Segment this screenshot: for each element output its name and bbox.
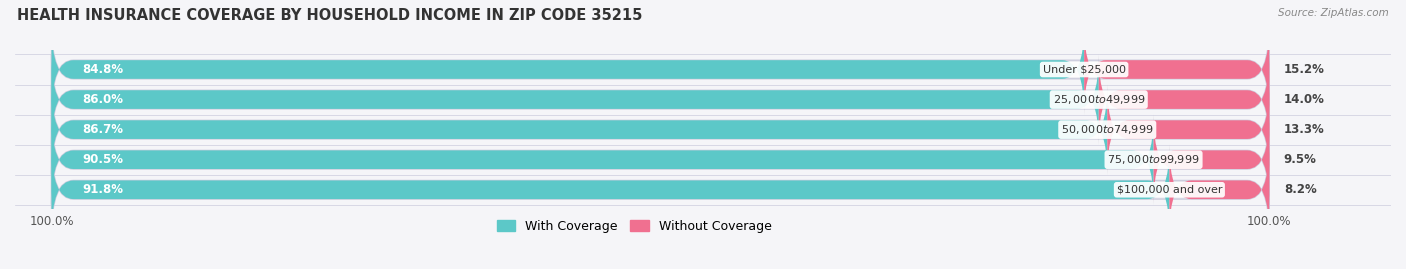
Text: $25,000 to $49,999: $25,000 to $49,999 bbox=[1053, 93, 1144, 106]
Text: 8.2%: 8.2% bbox=[1284, 183, 1316, 196]
Text: 86.0%: 86.0% bbox=[82, 93, 122, 106]
Text: Under $25,000: Under $25,000 bbox=[1043, 65, 1126, 75]
Text: HEALTH INSURANCE COVERAGE BY HOUSEHOLD INCOME IN ZIP CODE 35215: HEALTH INSURANCE COVERAGE BY HOUSEHOLD I… bbox=[17, 8, 643, 23]
FancyBboxPatch shape bbox=[52, 115, 1153, 204]
FancyBboxPatch shape bbox=[1098, 55, 1270, 144]
FancyBboxPatch shape bbox=[52, 145, 1270, 235]
Text: 14.0%: 14.0% bbox=[1284, 93, 1324, 106]
Text: 9.5%: 9.5% bbox=[1284, 153, 1316, 166]
FancyBboxPatch shape bbox=[52, 85, 1270, 174]
FancyBboxPatch shape bbox=[52, 115, 1270, 204]
Legend: With Coverage, Without Coverage: With Coverage, Without Coverage bbox=[492, 215, 778, 238]
FancyBboxPatch shape bbox=[1108, 85, 1270, 174]
Text: $50,000 to $74,999: $50,000 to $74,999 bbox=[1062, 123, 1153, 136]
Text: 91.8%: 91.8% bbox=[82, 183, 122, 196]
FancyBboxPatch shape bbox=[1084, 25, 1270, 114]
FancyBboxPatch shape bbox=[52, 145, 1170, 235]
Text: 86.7%: 86.7% bbox=[82, 123, 122, 136]
Text: 90.5%: 90.5% bbox=[82, 153, 122, 166]
FancyBboxPatch shape bbox=[52, 25, 1270, 114]
FancyBboxPatch shape bbox=[52, 55, 1098, 144]
Text: 84.8%: 84.8% bbox=[82, 63, 124, 76]
FancyBboxPatch shape bbox=[52, 85, 1108, 174]
Text: $100,000 and over: $100,000 and over bbox=[1116, 185, 1222, 195]
FancyBboxPatch shape bbox=[1153, 115, 1270, 204]
Text: Source: ZipAtlas.com: Source: ZipAtlas.com bbox=[1278, 8, 1389, 18]
FancyBboxPatch shape bbox=[52, 25, 1084, 114]
Text: 13.3%: 13.3% bbox=[1284, 123, 1324, 136]
Text: 15.2%: 15.2% bbox=[1284, 63, 1324, 76]
FancyBboxPatch shape bbox=[52, 55, 1270, 144]
FancyBboxPatch shape bbox=[1170, 145, 1270, 235]
Text: $75,000 to $99,999: $75,000 to $99,999 bbox=[1108, 153, 1199, 166]
